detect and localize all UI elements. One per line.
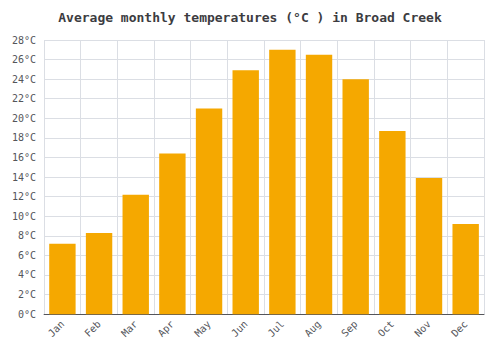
svg-text:12°C: 12°C — [12, 191, 36, 202]
svg-text:May: May — [192, 318, 213, 339]
svg-text:Jan: Jan — [46, 318, 67, 339]
svg-text:16°C: 16°C — [12, 152, 36, 163]
svg-text:4°C: 4°C — [18, 269, 36, 280]
svg-text:0°C: 0°C — [18, 309, 36, 320]
svg-text:14°C: 14°C — [12, 172, 36, 183]
svg-text:Jul: Jul — [266, 318, 287, 339]
svg-text:8°C: 8°C — [18, 230, 36, 241]
svg-text:Mar: Mar — [119, 318, 140, 339]
svg-text:22°C: 22°C — [12, 93, 36, 104]
svg-text:6°C: 6°C — [18, 250, 36, 261]
svg-text:Jun: Jun — [229, 318, 250, 339]
svg-text:Oct: Oct — [376, 318, 397, 339]
svg-text:10°C: 10°C — [12, 211, 36, 222]
svg-text:Sep: Sep — [339, 318, 360, 339]
svg-text:Dec: Dec — [449, 318, 470, 339]
svg-text:Apr: Apr — [156, 318, 177, 339]
svg-text:Aug: Aug — [302, 318, 323, 339]
svg-text:18°C: 18°C — [12, 132, 36, 143]
svg-text:28°C: 28°C — [12, 35, 36, 46]
svg-text:2°C: 2°C — [18, 289, 36, 300]
svg-text:Feb: Feb — [82, 318, 103, 339]
svg-text:20°C: 20°C — [12, 113, 36, 124]
svg-text:Average monthly temperatures (: Average monthly temperatures (°C ) in Br… — [58, 10, 442, 25]
svg-text:Nov: Nov — [412, 318, 433, 339]
svg-text:26°C: 26°C — [12, 54, 36, 65]
svg-text:24°C: 24°C — [12, 74, 36, 85]
